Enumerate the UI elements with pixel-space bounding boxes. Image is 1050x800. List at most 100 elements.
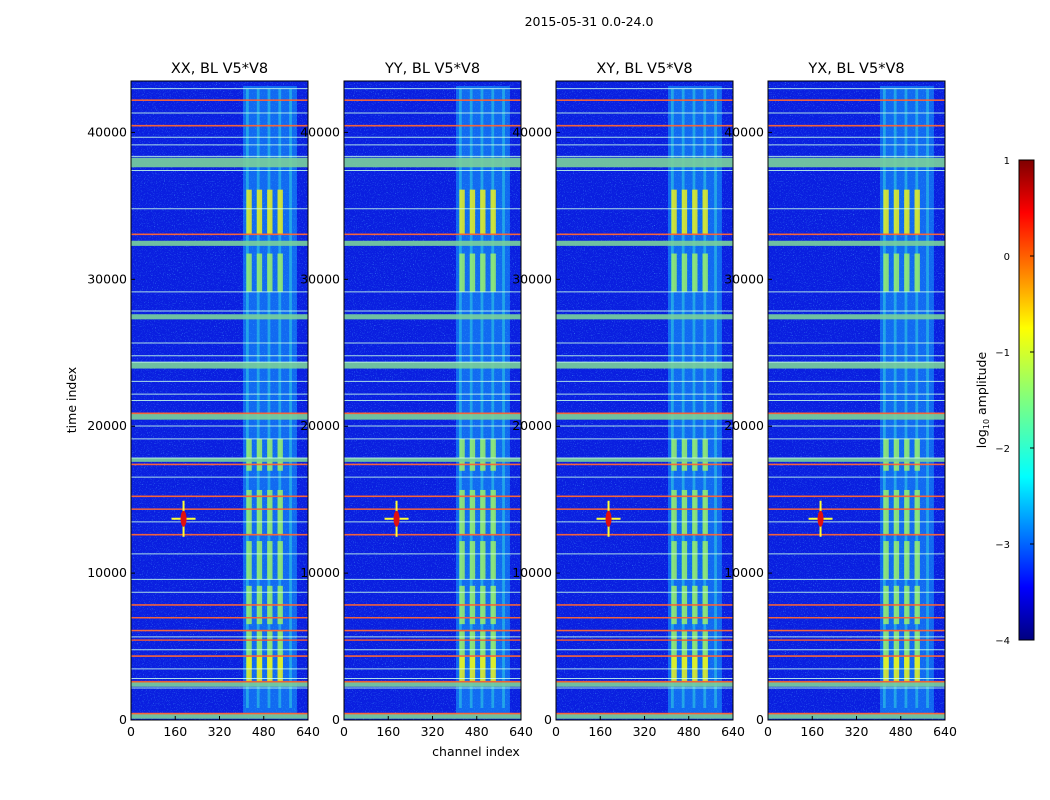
rfi-band [344, 681, 521, 687]
colorbar-label-main: log [974, 429, 989, 448]
rfi-band [556, 413, 733, 420]
y-tick-label: 20000 [512, 418, 552, 433]
x-tick-label: 320 [633, 724, 657, 739]
rfi-block [246, 489, 252, 535]
rfi-block [914, 189, 920, 235]
rfi-block [267, 253, 273, 292]
rfi-band [344, 157, 521, 168]
rfi-block [692, 438, 698, 471]
colorbar-ticks: 1 0 −1 −2 −3 −4 [995, 156, 1034, 647]
rfi-band [556, 240, 733, 246]
rfi-block [883, 541, 889, 580]
point-source-core [605, 510, 612, 527]
rfi-block [246, 253, 252, 292]
rfi-block [883, 253, 889, 292]
colorbar-label: log10 amplitude [974, 351, 991, 448]
rfi-block [277, 253, 283, 292]
colorbar-tick-label: −1 [995, 348, 1010, 359]
rfi-block [893, 189, 900, 235]
y-tick-label: 10000 [87, 565, 127, 580]
channel-stripe [681, 89, 685, 708]
channel-stripe [459, 89, 462, 708]
y-tick-label: 10000 [300, 565, 340, 580]
y-tick-label: 20000 [87, 418, 127, 433]
rfi-block [893, 253, 900, 292]
rfi-block [914, 541, 920, 580]
rfi-block [914, 438, 920, 471]
rfi-block [904, 541, 910, 580]
rfi-block [702, 438, 708, 471]
rfi-band [768, 458, 945, 462]
rfi-block [692, 189, 698, 235]
rfi-block [267, 438, 273, 471]
rfi-block [459, 253, 465, 292]
rfi-band [768, 681, 945, 687]
panel-title: XY, BL V5*V8 [596, 61, 692, 77]
rfi-block [267, 189, 273, 235]
figure-suptitle: 2015-05-31 0.0-24.0 [525, 14, 654, 29]
rfi-band [768, 240, 945, 246]
channel-stripe [692, 89, 696, 708]
rfi-block [904, 489, 910, 535]
rfi-block [914, 253, 920, 292]
rfi-block [459, 541, 465, 580]
x-tick-label: 640 [509, 724, 533, 739]
rfi-block [883, 189, 889, 235]
colorbar: 10−1−2−3−4 log10 amplitude [974, 156, 1035, 647]
rfi-block [490, 489, 496, 535]
x-tick-label: 160 [800, 724, 824, 739]
panels: XX, BL V5*V8 0 160 320 480 640 0 10000 20000 3000… [87, 61, 957, 739]
rfi-block [480, 541, 486, 580]
y-tick-label: 30000 [724, 271, 764, 286]
channel-stripe [714, 89, 717, 708]
rfi-block [490, 541, 496, 580]
rfi-band [344, 413, 521, 420]
rfi-block [277, 189, 283, 235]
rfi-block [681, 438, 688, 471]
y-tick-label: 40000 [300, 124, 340, 139]
rfi-band [131, 681, 308, 687]
rfi-block [277, 438, 283, 471]
rfi-block [883, 489, 889, 535]
rfi-band [131, 314, 308, 320]
x-tick-label: 320 [208, 724, 232, 739]
channel-stripe [289, 89, 292, 708]
panel-title: YX, BL V5*V8 [807, 61, 904, 77]
rfi-block [904, 253, 910, 292]
x-tick-label: 160 [588, 724, 612, 739]
channel-stripe [278, 89, 282, 708]
x-tick-label: 160 [163, 724, 187, 739]
y-tick-label: 40000 [512, 124, 552, 139]
rfi-block [692, 253, 698, 292]
x-tick-label: 0 [552, 724, 560, 739]
y-axis-label: time index [64, 367, 79, 433]
colorbar-label-tail: amplitude [974, 351, 989, 418]
rfi-band [131, 157, 308, 168]
point-source-core [393, 510, 400, 527]
rfi-block [914, 489, 920, 535]
channel-stripe [256, 89, 260, 708]
y-tick-label: 0 [332, 712, 340, 727]
channel-stripe [926, 89, 929, 708]
colorbar-gradient [1018, 159, 1035, 641]
rfi-band [556, 458, 733, 462]
colorbar-tick-label: −2 [995, 444, 1010, 455]
y-tick-label: 30000 [512, 271, 552, 286]
rfi-band [131, 362, 308, 369]
rfi-block [702, 189, 708, 235]
rfi-block [893, 489, 900, 535]
x-tick-label: 480 [889, 724, 913, 739]
rfi-block [246, 438, 252, 471]
rfi-block [883, 438, 889, 471]
y-tick-label: 10000 [724, 565, 764, 580]
y-tick-label: 0 [119, 712, 127, 727]
rfi-block [256, 253, 263, 292]
x-tick-label: 320 [421, 724, 445, 739]
rfi-block [702, 541, 708, 580]
x-tick-label: 160 [376, 724, 400, 739]
panel-1: XX, BL V5*V8 0 160 320 480 640 0 10000 20000 3000… [87, 61, 320, 739]
rfi-block [904, 189, 910, 235]
rfi-block [904, 438, 910, 471]
colorbar-tick-label: −4 [995, 636, 1010, 647]
rfi-band [131, 413, 308, 420]
